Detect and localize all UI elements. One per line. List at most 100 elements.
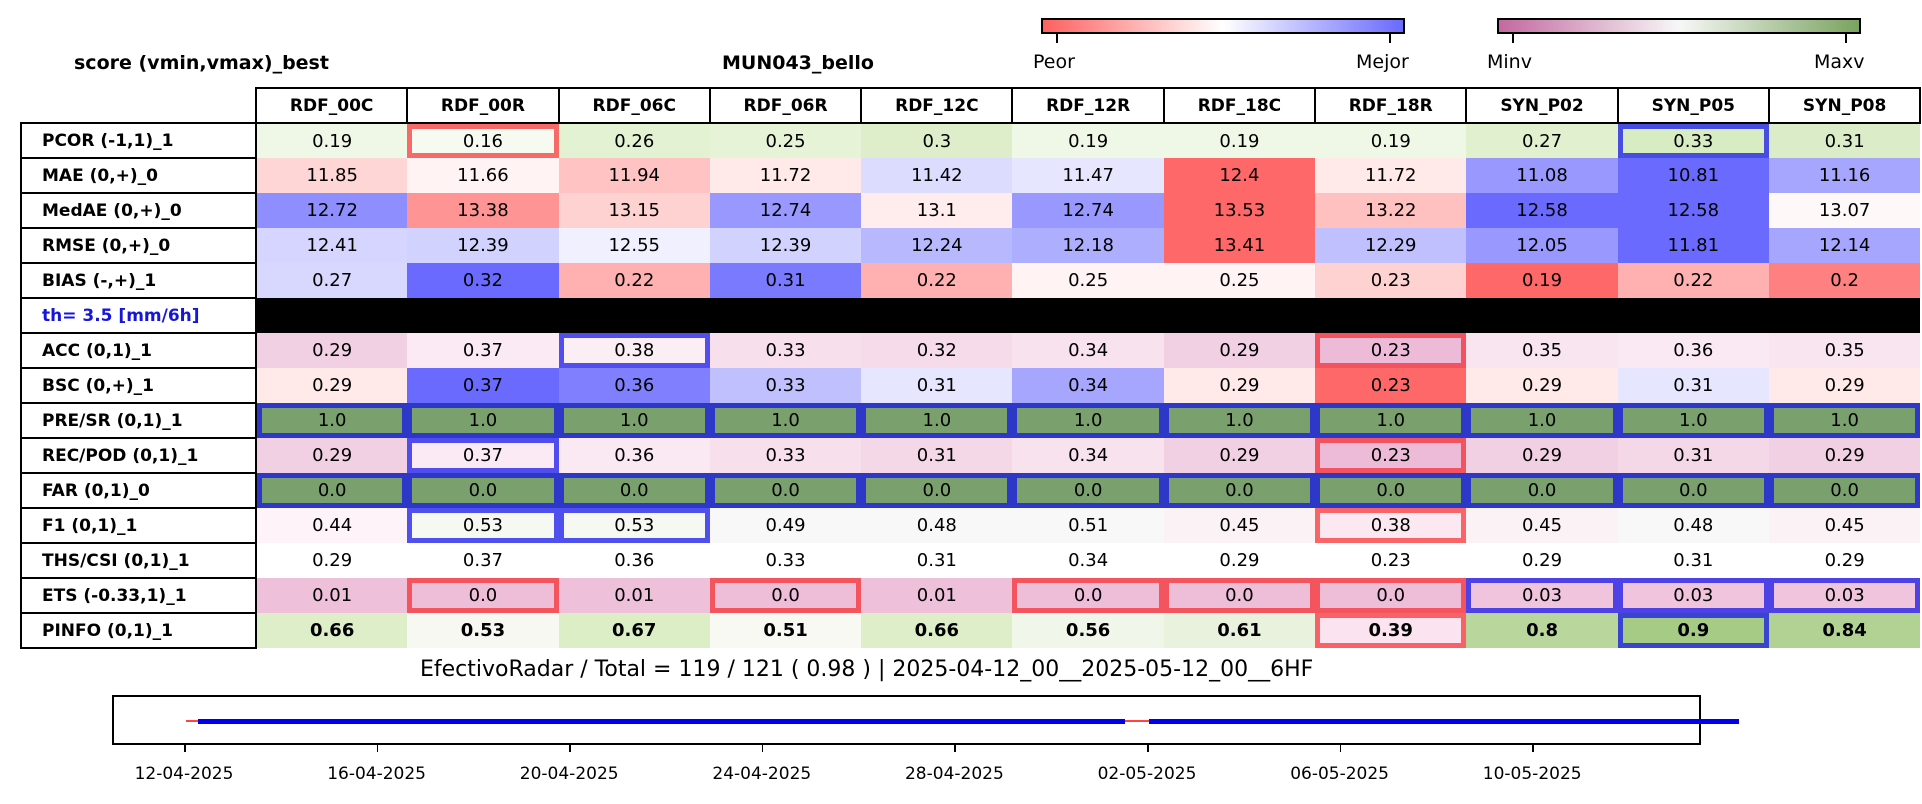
- score-cell: 0.29: [256, 333, 408, 368]
- column-header: SYN_P05: [1616, 87, 1770, 124]
- score-cell: 0.31: [861, 543, 1013, 578]
- score-cell: 1.0: [256, 403, 408, 438]
- score-cell: 0.37: [407, 333, 559, 368]
- score-cell: 0.0: [1012, 578, 1164, 613]
- score-cell: 0.36: [558, 438, 710, 473]
- score-cell: 1.0: [709, 403, 862, 438]
- score-cell: 1.0: [1466, 403, 1618, 438]
- score-cell: 0.23: [1315, 438, 1467, 473]
- score-cell: 0.26: [558, 123, 710, 158]
- score-cell: 12.72: [256, 193, 408, 228]
- timeline-gap: [1124, 720, 1149, 722]
- score-cell: 11.72: [1315, 158, 1467, 193]
- score-cell: 13.53: [1163, 193, 1316, 228]
- score-cell: 0.51: [1012, 508, 1164, 543]
- timeline-tick-label: 16-04-2025: [327, 764, 426, 784]
- score-cell: 0.84: [1768, 613, 1921, 648]
- score-cell: 13.38: [407, 193, 559, 228]
- timeline-tick: [376, 745, 379, 752]
- score-cell: 0.0: [1617, 473, 1769, 508]
- score-cell: 0.0: [1315, 473, 1467, 508]
- row-label: ETS (-0.33,1)_1: [20, 577, 257, 614]
- score-cell: 0.48: [861, 508, 1013, 543]
- score-cell: 11.66: [407, 158, 559, 193]
- score-cell: 0.35: [1466, 333, 1618, 368]
- score-cell: 0.31: [1768, 123, 1921, 158]
- score-cell: 0.0: [1466, 473, 1618, 508]
- score-cell: 0.19: [1163, 123, 1316, 158]
- timeline-tick: [184, 745, 186, 752]
- score-cell: 0.25: [709, 123, 862, 158]
- value-colorbar-tick-high: [1845, 34, 1847, 43]
- score-cell: 0.01: [861, 578, 1013, 613]
- score-cell: 0.0: [1163, 473, 1316, 508]
- row-label: PINFO (0,1)_1: [20, 612, 257, 649]
- score-cell: 0.22: [558, 263, 710, 298]
- left-title: score (vmin,vmax)_best: [74, 52, 329, 74]
- score-cell: 0.19: [1012, 123, 1164, 158]
- score-cell: 0.29: [1163, 543, 1316, 578]
- score-cell: 0.66: [861, 613, 1013, 648]
- score-cell: 0.53: [407, 508, 559, 543]
- score-cell: 0.29: [1768, 543, 1921, 578]
- center-title: MUN043_bello: [722, 52, 874, 74]
- score-cell: 0.0: [709, 473, 862, 508]
- score-colorbar-tick-low: [1056, 34, 1058, 43]
- score-cell: 1.0: [1163, 403, 1316, 438]
- value-colorbar: [1497, 18, 1861, 34]
- footer-summary: EfectivoRadar / Total = 119 / 121 ( 0.98…: [420, 657, 1314, 682]
- score-cell: 0.44: [256, 508, 408, 543]
- score-cell: 0.25: [1163, 263, 1316, 298]
- score-cell: 0.31: [709, 263, 862, 298]
- value-colorbar-low-label: Minv: [1487, 51, 1532, 73]
- score-cell: 0.67: [558, 613, 710, 648]
- score-cell: 0.34: [1012, 333, 1164, 368]
- row-label: THS/CSI (0,1)_1: [20, 542, 257, 579]
- value-colorbar-high-label: Maxv: [1814, 51, 1865, 73]
- score-cell: 1.0: [1012, 403, 1164, 438]
- score-cell: 0.31: [1617, 543, 1769, 578]
- score-cell: 0.33: [709, 543, 862, 578]
- score-cell: 0.32: [407, 263, 559, 298]
- score-cell: 0.29: [256, 543, 408, 578]
- score-cell: 0.19: [1315, 123, 1467, 158]
- row-label: REC/POD (0,1)_1: [20, 437, 257, 474]
- score-cell: 0.37: [407, 438, 559, 473]
- score-cell: 11.42: [861, 158, 1013, 193]
- timeline-tick-label: 12-04-2025: [134, 764, 234, 784]
- score-cell: 0.36: [558, 368, 710, 403]
- timeline-gap: [186, 720, 199, 722]
- score-colorbar: [1041, 18, 1405, 34]
- score-cell: 11.94: [558, 158, 710, 193]
- score-cell: 13.41: [1163, 228, 1316, 263]
- score-cell: 0.0: [861, 473, 1013, 508]
- score-cell: 0.33: [709, 368, 862, 403]
- row-label: MedAE (0,+)_0: [20, 192, 257, 229]
- timeline-tick-label: 24-04-2025: [712, 764, 812, 784]
- score-cell: 0.29: [1466, 438, 1618, 473]
- column-header: RDF_18R: [1314, 87, 1468, 124]
- score-cell: 0.29: [1163, 438, 1316, 473]
- score-cell: 0.0: [407, 473, 559, 508]
- column-header: SYN_P02: [1465, 87, 1619, 124]
- score-cell: 12.74: [709, 193, 862, 228]
- score-cell: 0.33: [1617, 123, 1769, 158]
- score-cell: 0.31: [861, 438, 1013, 473]
- score-cell: 0.0: [558, 473, 710, 508]
- score-cell: 0.38: [558, 333, 710, 368]
- table-corner: [21, 88, 256, 123]
- score-cell: 1.0: [1617, 403, 1769, 438]
- score-cell: 0.45: [1768, 508, 1921, 543]
- timeline-tick-label: 02-05-2025: [1097, 764, 1197, 784]
- score-cell: 0.36: [1617, 333, 1769, 368]
- score-colorbar-low-label: Peor: [1033, 51, 1075, 73]
- score-cell: 0.31: [1617, 438, 1769, 473]
- score-cell: 0.29: [1163, 368, 1316, 403]
- score-cell: 0.53: [558, 508, 710, 543]
- score-cell: 0.53: [407, 613, 559, 648]
- score-table: RDF_00C RDF_00R RDF_06C RDF_06R RDF_12C RDF_1…: [20, 87, 1922, 649]
- timeline-tick-label: 06-05-2025: [1290, 764, 1389, 784]
- score-cell: 1.0: [1768, 403, 1921, 438]
- score-cell: 12.05: [1466, 228, 1618, 263]
- score-colorbar-tick-high: [1389, 34, 1391, 43]
